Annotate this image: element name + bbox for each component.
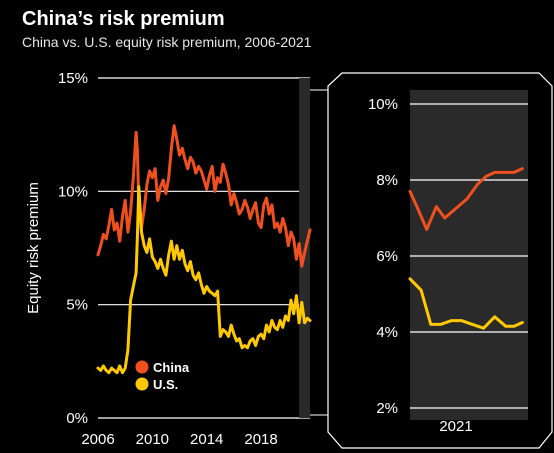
main-gridlines (98, 77, 310, 419)
inset-gridlines (410, 103, 528, 409)
main-series-line-china (96, 124, 312, 268)
inset-background (410, 90, 528, 420)
legend-china-dot (135, 360, 149, 374)
legend: China U.S. (135, 360, 190, 392)
main-y-tick-label: 15% (58, 70, 88, 87)
legend-china-label: China (153, 360, 190, 375)
inset-x-tick-label: 2021 (439, 418, 472, 435)
chart-title: China’s risk premium (22, 8, 225, 30)
main-series-lines (96, 124, 312, 375)
inset-series-line-china (408, 167, 524, 231)
main-tick-labels: 0% 5% 10% 15% 2006 2010 2014 2018 (58, 70, 278, 448)
main-series-line-us (96, 185, 312, 375)
inset-frame (327, 72, 553, 449)
main-x-tick-label: 2010 (136, 431, 169, 448)
inset-y-tick-label: 6% (376, 248, 398, 265)
inset-y-tick-label: 8% (376, 172, 398, 189)
inset-series-line-us (408, 277, 524, 330)
chart-subtitle: China vs. U.S. equity risk premium, 2006… (22, 34, 312, 50)
inset-y-tick-label: 4% (376, 324, 398, 341)
inset-y-tick-label: 10% (368, 96, 398, 113)
legend-us-dot (135, 377, 149, 391)
legend-us-label: U.S. (153, 377, 178, 392)
main-x-tick-label: 2006 (81, 431, 114, 448)
y-axis-label: Equity risk premium (25, 182, 42, 314)
main-y-tick-label: 10% (58, 183, 88, 200)
main-x-tick-label: 2014 (190, 431, 223, 448)
inset-tick-labels: 2% 4% 6% 8% 10% 2021 (368, 96, 473, 435)
main-y-tick-label: 0% (66, 410, 88, 427)
main-x-tick-label: 2018 (244, 431, 277, 448)
inset-series-lines (408, 167, 524, 330)
inset-y-tick-label: 2% (376, 400, 398, 417)
main-y-tick-label: 5% (66, 297, 88, 314)
